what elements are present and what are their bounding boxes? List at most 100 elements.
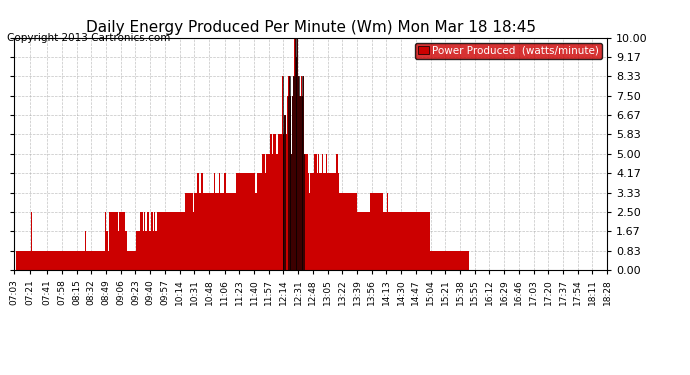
Bar [110, 212, 111, 270]
Bar [342, 193, 343, 270]
Bar [377, 193, 378, 270]
Bar [117, 212, 118, 270]
Bar [195, 193, 197, 270]
Bar [339, 193, 340, 270]
Bar [284, 115, 285, 270]
Bar [341, 193, 342, 270]
Bar [421, 212, 422, 270]
Text: Copyright 2013 Cartronics.com: Copyright 2013 Cartronics.com [7, 33, 170, 43]
Bar [126, 231, 127, 270]
Bar [143, 231, 144, 270]
Bar [222, 193, 224, 270]
Bar [431, 251, 432, 270]
Bar [194, 193, 195, 270]
Bar [286, 135, 287, 270]
Bar [202, 193, 204, 270]
Bar [163, 212, 164, 270]
Bar [154, 212, 155, 270]
Bar [43, 251, 44, 270]
Bar [314, 154, 315, 270]
Bar [361, 212, 362, 270]
Bar [123, 212, 124, 270]
Bar [391, 212, 392, 270]
Bar [129, 251, 130, 270]
Bar [355, 193, 356, 270]
Bar [250, 173, 251, 270]
Bar [106, 231, 107, 270]
Bar [331, 173, 333, 270]
Bar [219, 173, 220, 270]
Bar [357, 212, 358, 270]
Bar [335, 173, 336, 270]
Bar [253, 173, 254, 270]
Bar [343, 193, 344, 270]
Bar [392, 212, 393, 270]
Bar [34, 251, 35, 270]
Bar [75, 251, 76, 270]
Bar [55, 251, 56, 270]
Bar [356, 193, 357, 270]
Bar [425, 212, 426, 270]
Bar [440, 251, 442, 270]
Bar [255, 193, 256, 270]
Bar [333, 173, 334, 270]
Bar [387, 193, 388, 270]
Bar [435, 251, 436, 270]
Bar [191, 193, 192, 270]
Bar [175, 212, 176, 270]
Bar [386, 212, 387, 270]
Bar [69, 251, 70, 270]
Bar [305, 154, 306, 270]
Bar [313, 173, 314, 270]
Bar [205, 193, 206, 270]
Bar [402, 212, 404, 270]
Bar [439, 251, 440, 270]
Bar [104, 251, 105, 270]
Bar [148, 212, 149, 270]
Bar [228, 193, 229, 270]
Bar [406, 212, 407, 270]
Bar [52, 251, 54, 270]
Bar [329, 173, 330, 270]
Bar [235, 193, 236, 270]
Bar [242, 173, 243, 270]
Bar [326, 154, 327, 270]
Bar [227, 193, 228, 270]
Bar [248, 173, 249, 270]
Bar [213, 193, 214, 270]
Bar [160, 212, 161, 270]
Bar [218, 193, 219, 270]
Bar [24, 251, 25, 270]
Bar [467, 251, 469, 270]
Bar [217, 193, 218, 270]
Bar [147, 212, 148, 270]
Bar [135, 251, 136, 270]
Bar [458, 251, 459, 270]
Bar [164, 212, 166, 270]
Bar [82, 251, 83, 270]
Bar [442, 251, 443, 270]
Bar [457, 251, 458, 270]
Bar [264, 154, 265, 270]
Bar [197, 173, 198, 270]
Bar [416, 212, 417, 270]
Bar [465, 251, 466, 270]
Bar [239, 173, 241, 270]
Bar [413, 212, 414, 270]
Bar [323, 173, 324, 270]
Bar [121, 212, 122, 270]
Bar [306, 154, 307, 270]
Bar [122, 212, 123, 270]
Bar [270, 135, 271, 270]
Bar [432, 251, 433, 270]
Bar [437, 251, 438, 270]
Bar [62, 251, 63, 270]
Bar [172, 212, 173, 270]
Bar [404, 212, 405, 270]
Bar [28, 251, 30, 270]
Bar [466, 251, 467, 270]
Bar [353, 193, 354, 270]
Bar [50, 251, 51, 270]
Bar [256, 193, 257, 270]
Bar [288, 76, 289, 270]
